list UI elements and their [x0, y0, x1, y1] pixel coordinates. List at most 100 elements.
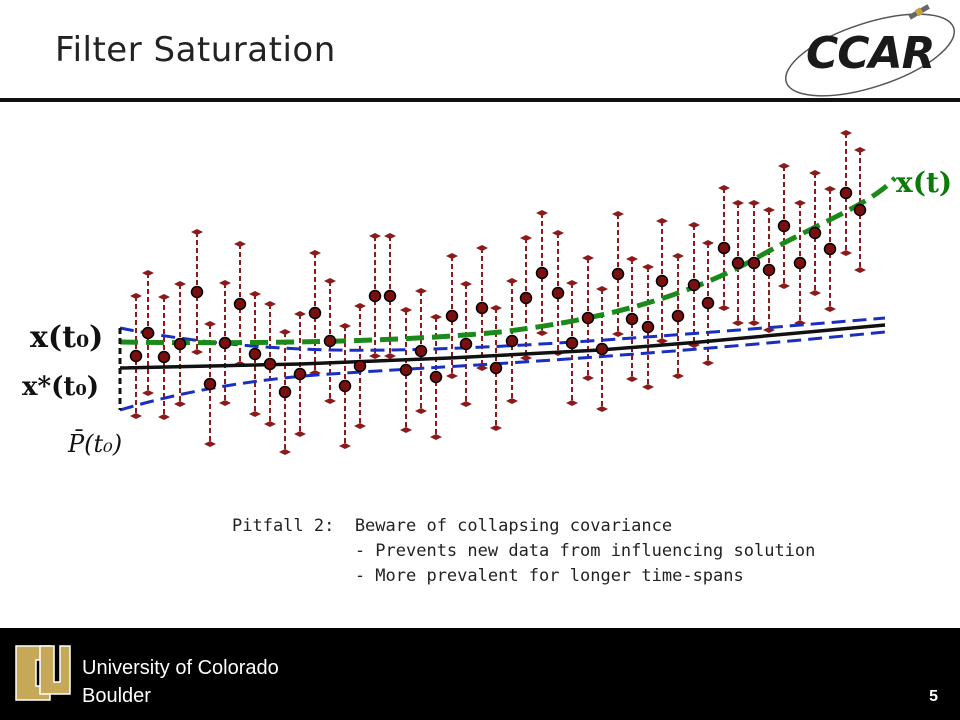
label-x-t0: x(t₀): [30, 320, 104, 355]
error-bar-cap: [279, 449, 291, 455]
measurement-point: [353, 359, 367, 373]
error-bar-cap: [142, 390, 154, 396]
label-p-bar-t0: P̄(t₀): [68, 430, 123, 458]
label-x-t: x(t): [896, 166, 953, 199]
error-bar-cap: [354, 423, 366, 429]
measurement-point: [338, 379, 352, 393]
university-line-2: Boulder: [82, 685, 151, 707]
measurement-point: [641, 320, 655, 334]
error-bar-cap: [191, 349, 203, 355]
measurement-point: [793, 256, 807, 270]
measurement-point: [475, 301, 489, 315]
measurement-point: [157, 350, 171, 364]
error-bar-cap: [430, 434, 442, 440]
error-bar-cap: [732, 320, 744, 326]
measurement-point: [414, 344, 428, 358]
error-bar-cap: [672, 373, 684, 379]
error-bar-cap: [656, 218, 668, 224]
measurement-points: [129, 186, 867, 399]
pitfall-notes: Pitfall 2: Beware of collapsing covarian…: [232, 514, 815, 589]
error-bar-cap: [400, 427, 412, 433]
error-bar-cap: [174, 281, 186, 287]
header-divider: [0, 98, 960, 102]
measurement-point: [565, 336, 579, 350]
measurement-point: [519, 291, 533, 305]
error-bar-cap: [809, 290, 821, 296]
label-x-star-t0: x*(t₀): [22, 372, 100, 402]
measurement-point: [762, 263, 776, 277]
error-bar-cap: [642, 264, 654, 270]
error-bar-cap: [809, 170, 821, 176]
pitfall-title: Pitfall 2: Beware of collapsing covarian…: [232, 516, 673, 536]
error-bar-cap: [520, 235, 532, 241]
error-bar-cap: [446, 373, 458, 379]
error-bar-cap: [415, 408, 427, 414]
error-bar-cap: [596, 406, 608, 412]
page-number: 5: [929, 688, 938, 705]
error-bar-cap: [476, 365, 488, 371]
error-bar-cap: [612, 331, 624, 337]
error-bar-cap: [732, 200, 744, 206]
error-bar-cap: [384, 353, 396, 359]
measurement-point: [747, 256, 761, 270]
error-bar-cap: [763, 207, 775, 213]
error-bar-cap: [748, 200, 760, 206]
error-bar-cap: [415, 288, 427, 294]
measurement-point: [489, 361, 503, 375]
error-bar-cap: [824, 306, 836, 312]
measurement-point: [445, 309, 459, 323]
error-bar-cap: [158, 414, 170, 420]
error-bar-cap: [626, 376, 638, 382]
measurement-point: [263, 357, 277, 371]
pitfall-bullet-2: - More prevalent for longer time-spans: [232, 566, 744, 586]
measurement-point: [218, 336, 232, 350]
error-bar-cap: [369, 233, 381, 239]
error-bar-cap: [339, 323, 351, 329]
footer-bar: University of Colorado Boulder 5: [0, 628, 960, 720]
error-bar-cap: [840, 130, 852, 136]
error-bar-cap: [612, 211, 624, 217]
error-bar-cap: [506, 398, 518, 404]
error-bar-cap: [582, 375, 594, 381]
measurement-point: [233, 297, 247, 311]
measurement-point: [278, 385, 292, 399]
error-bar-cap: [552, 230, 564, 236]
slide-title: Filter Saturation: [55, 30, 336, 70]
measurement-point: [459, 337, 473, 351]
measurement-point: [203, 377, 217, 391]
error-bar-cap: [191, 229, 203, 235]
measurement-point: [839, 186, 853, 200]
error-bar-cap: [778, 283, 790, 289]
error-bar-cap: [490, 425, 502, 431]
error-bar-cap: [324, 398, 336, 404]
measurement-point: [551, 286, 565, 300]
measurement-point: [293, 367, 307, 381]
covariance-lower-bound: [119, 330, 886, 412]
measurement-point: [399, 363, 413, 377]
measurement-point: [581, 311, 595, 325]
error-bar-cap: [174, 401, 186, 407]
error-bar-cap: [854, 267, 866, 273]
error-bar-cap: [130, 413, 142, 419]
error-bar-cap: [778, 163, 790, 169]
measurement-point: [429, 370, 443, 384]
error-bar-cap: [309, 250, 321, 256]
measurement-point: [383, 289, 397, 303]
error-bar-cap: [520, 355, 532, 361]
error-bar-cap: [369, 353, 381, 359]
error-bar-cap: [536, 330, 548, 336]
measurement-point: [505, 334, 519, 348]
university-line-1: University of Colorado: [82, 657, 279, 679]
measurement-point: [323, 334, 337, 348]
error-bar-cap: [384, 233, 396, 239]
error-bar-cap: [748, 320, 760, 326]
error-bar-cap: [204, 321, 216, 327]
error-bar-cap: [460, 401, 472, 407]
measurement-point: [671, 309, 685, 323]
measurement-point: [595, 342, 609, 356]
error-bar-cap: [354, 303, 366, 309]
measurement-point: [777, 219, 791, 233]
covariance-upper-bound: [119, 316, 886, 352]
error-bar-cap: [279, 329, 291, 335]
error-bar-cap: [204, 441, 216, 447]
